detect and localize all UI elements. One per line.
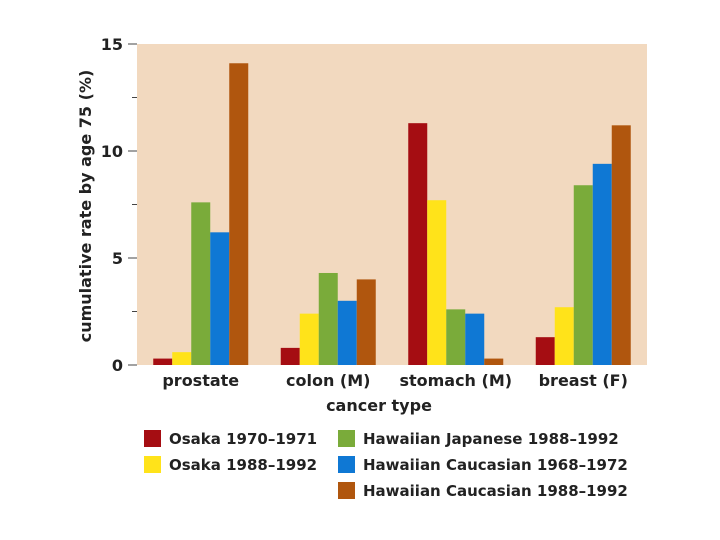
legend-entry: Hawaiian Caucasian 1968–1972	[363, 456, 628, 474]
legend-entry: Hawaiian Japanese 1988–1992	[363, 430, 619, 448]
y-tick-label: 10	[101, 142, 123, 161]
legend-swatch	[338, 456, 355, 473]
x-category-label: breast (F)	[539, 371, 628, 390]
bar	[484, 358, 504, 365]
bar	[356, 279, 376, 365]
x-axis-title: cancer type	[326, 396, 432, 415]
y-axis-title: cumulative rate by age 75 (%)	[76, 70, 95, 343]
x-category-label: prostate	[162, 371, 239, 390]
bar	[153, 358, 173, 365]
bars	[153, 63, 631, 366]
bar	[427, 200, 447, 365]
bar	[229, 63, 249, 365]
y-tick-label: 0	[112, 356, 123, 375]
bar	[611, 125, 631, 365]
legend-swatch	[338, 430, 355, 447]
bar	[191, 202, 211, 365]
bar	[554, 307, 574, 365]
bar	[408, 123, 428, 366]
x-category-label: stomach (M)	[399, 371, 512, 390]
bar	[573, 185, 593, 365]
bar	[210, 232, 230, 365]
bar	[172, 352, 192, 365]
legend-swatch	[144, 456, 161, 473]
bar	[318, 272, 338, 365]
legend-entry: Osaka 1970–1971	[169, 430, 317, 448]
legend-entry: Hawaiian Caucasian 1988–1992	[363, 482, 628, 500]
legend: Osaka 1970–1971 Osaka 1988–1992 Hawaiian J…	[144, 430, 628, 500]
bar	[337, 300, 357, 365]
bar	[465, 313, 485, 365]
bar	[446, 309, 466, 365]
x-category-label: colon (M)	[286, 371, 370, 390]
bar	[280, 347, 300, 365]
x-axis-categories: prostate colon (M) stomach (M) breast (F)	[162, 371, 628, 390]
bar	[592, 163, 612, 365]
y-tick-label: 5	[112, 249, 123, 268]
legend-swatch	[144, 430, 161, 447]
y-axis: 0 5 10 15	[101, 35, 137, 375]
legend-entry: Osaka 1988–1992	[169, 456, 317, 474]
legend-swatch	[338, 482, 355, 499]
bar	[535, 337, 555, 365]
y-tick-label: 15	[101, 35, 123, 54]
bar	[299, 313, 319, 365]
